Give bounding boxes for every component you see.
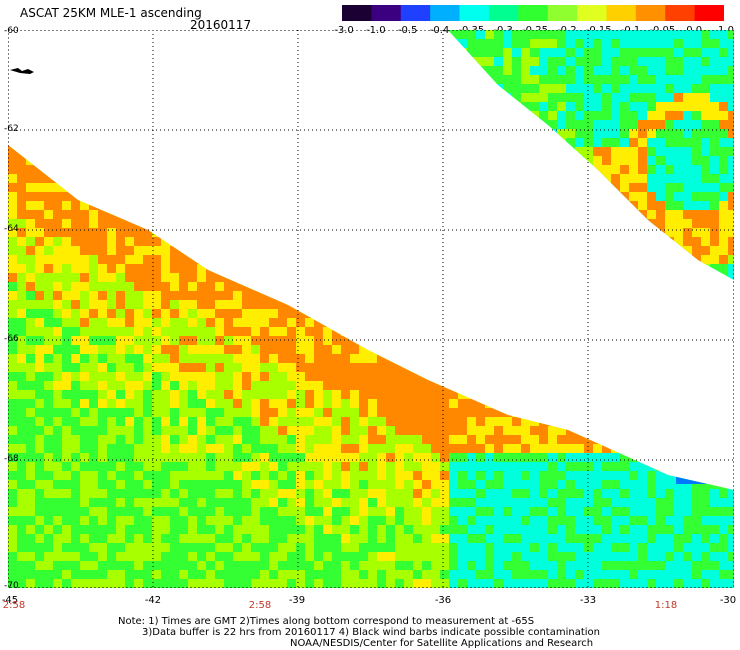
colorbar-segment [400, 5, 432, 21]
footnotes: Note: 1) Times are GMT 2)Times along bot… [118, 616, 600, 649]
lat-label: -66 [4, 334, 19, 344]
colorbar-segment [518, 5, 549, 21]
colorbar-segment [430, 5, 461, 21]
lon-label: -45 [1, 595, 19, 606]
lat-label: -64 [4, 224, 19, 234]
grid-lines [8, 30, 734, 588]
colorbar-segment [577, 5, 608, 21]
colorbar-segment [635, 5, 667, 21]
note-line-2: 3)Data buffer is 22 hrs from 20160117 4)… [142, 627, 600, 638]
lon-label: -39 [288, 595, 306, 606]
colorbar [342, 5, 724, 21]
colorbar-segment [694, 5, 724, 21]
note-line-1: Note: 1) Times are GMT 2)Times along bot… [118, 616, 535, 627]
colorbar-segment [606, 5, 637, 21]
data-cells [8, 30, 734, 588]
colorbar-label: -1.0 [366, 25, 386, 36]
colorbar-segment [547, 5, 579, 21]
coastline-fragment [10, 68, 34, 74]
lat-label: -60 [4, 26, 19, 36]
colorbar-segment [665, 5, 696, 21]
colorbar-segment [459, 5, 490, 21]
note-line-3: NOAA/NESDIS/Center for Satellite Applica… [290, 638, 594, 649]
wind-map [8, 30, 734, 588]
map-title: ASCAT 25KM MLE-1 ascending [20, 6, 202, 20]
lon-label: -30 [719, 595, 737, 606]
colorbar-label: -0.4 [429, 25, 450, 36]
colorbar-label: -0.5 [397, 25, 418, 36]
time-label: 2:58 [248, 600, 272, 611]
lon-label: -42 [144, 595, 162, 606]
lat-label: -62 [4, 124, 19, 134]
colorbar-segment [371, 5, 402, 21]
colorbar-segment [342, 5, 373, 21]
colorbar-label: -3.0 [334, 25, 354, 36]
colorbar-segment [488, 5, 520, 21]
lon-label: -36 [434, 595, 452, 606]
time-label: 2:58 [2, 600, 26, 611]
time-label: 1:18 [654, 600, 678, 611]
lat-label: -70 [4, 581, 19, 591]
lat-label: -68 [4, 454, 19, 464]
lon-label: -33 [579, 595, 597, 606]
map-panel [8, 30, 734, 588]
map-date: 20160117 [190, 18, 252, 32]
